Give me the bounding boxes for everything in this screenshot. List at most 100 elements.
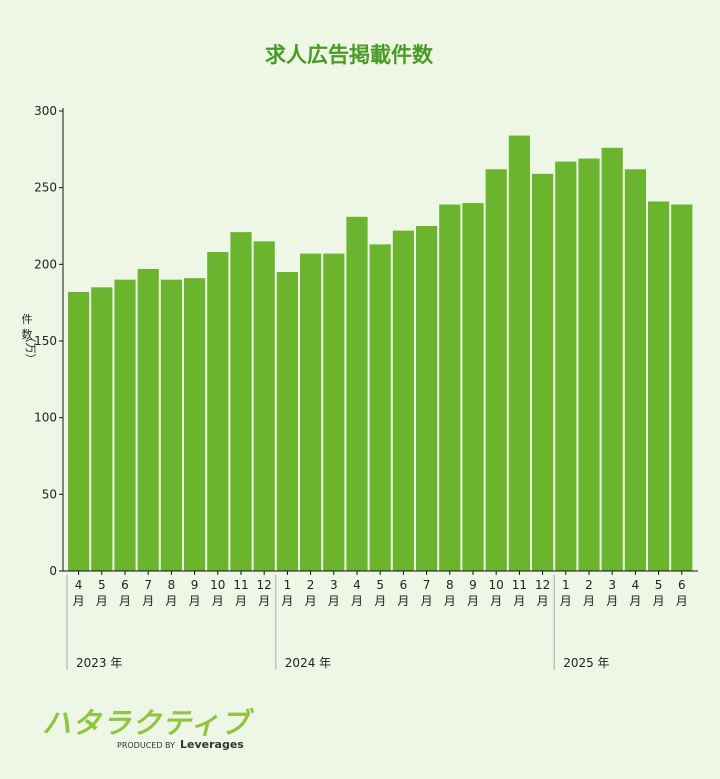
bar (160, 279, 182, 571)
y-axis-label: 件 数 （万） (22, 313, 38, 365)
bar (462, 203, 484, 571)
logo-wordmark: ハタラクティブ (42, 706, 254, 740)
y-axis-label-part: （万） (24, 332, 37, 365)
x-tick-label: 8 (168, 578, 176, 592)
x-tick-label: 7 (144, 578, 152, 592)
bars (68, 135, 693, 572)
x-tick-label: 月 (490, 594, 502, 608)
x-tick-label: 月 (142, 594, 154, 608)
x-tick-label: 5 (98, 578, 106, 592)
y-tick-label: 100 (34, 411, 57, 425)
bar (508, 135, 530, 572)
bar (648, 201, 670, 571)
x-tick-label: 月 (467, 594, 479, 608)
y-axis-ticks: 0 50 100 150 200 250 300 (34, 104, 63, 578)
chart-title: 求人広告掲載件数 (265, 43, 434, 67)
x-tick-label: 月 (560, 594, 572, 608)
x-tick-label: 10 (489, 578, 504, 592)
y-axis-label-part: 件 (22, 313, 33, 326)
x-tick-label: 2 (307, 578, 315, 592)
x-tick-label: 2 (585, 578, 593, 592)
bar (555, 161, 577, 571)
x-tick-label: 月 (305, 594, 317, 608)
bar (253, 241, 275, 572)
x-tick-label: 月 (513, 594, 525, 608)
x-tick-label: 4 (632, 578, 640, 592)
x-tick-label: 月 (606, 594, 618, 608)
x-tick-label: 12 (535, 578, 550, 592)
y-axis-label-part: 数 (22, 328, 33, 341)
bar (439, 204, 461, 572)
x-tick-label: 9 (469, 578, 477, 592)
year-groups: 2023 年 2024 年 2025 年 (66, 575, 610, 670)
x-tick-label: 9 (191, 578, 199, 592)
bar (346, 216, 368, 572)
year-label: 2023 年 (76, 656, 122, 670)
year-label: 2024 年 (285, 656, 331, 670)
x-tick-label: 1 (562, 578, 570, 592)
bar (114, 279, 136, 571)
bar (578, 158, 600, 572)
y-tick-label: 250 (34, 181, 57, 195)
bar (416, 226, 438, 571)
bar (671, 204, 693, 572)
x-tick-label: 月 (96, 594, 108, 608)
bar (137, 268, 159, 571)
bar (485, 169, 507, 571)
x-tick-label: 月 (629, 594, 641, 608)
bar (207, 252, 229, 572)
x-tick-label: 4 (75, 578, 83, 592)
logo-brand: Leverages (180, 738, 244, 751)
x-tick-label: 3 (608, 578, 616, 592)
bar (230, 232, 252, 571)
x-tick-label: 11 (233, 578, 248, 592)
year-label: 2025 年 (563, 656, 609, 670)
x-tick-label: 7 (423, 578, 431, 592)
x-tick-label: 5 (376, 578, 384, 592)
bar (369, 244, 391, 571)
x-tick-label: 月 (189, 594, 201, 608)
bar (624, 169, 646, 571)
x-axis-ticks: 4月5月6月7月8月9月10月11月12月1月2月3月4月5月6月7月8月9月1… (73, 571, 688, 608)
x-tick-label: 月 (119, 594, 131, 608)
bar (276, 272, 298, 571)
y-tick-label: 0 (49, 564, 57, 578)
bar (68, 291, 90, 571)
x-tick-label: 月 (258, 594, 270, 608)
x-tick-label: 6 (678, 578, 686, 592)
x-tick-label: 月 (583, 594, 595, 608)
x-tick-label: 月 (444, 594, 456, 608)
bar (91, 287, 113, 571)
x-tick-label: 12 (257, 578, 272, 592)
x-tick-label: 6 (400, 578, 408, 592)
bar (184, 278, 206, 571)
x-tick-label: 月 (212, 594, 224, 608)
x-tick-label: 月 (421, 594, 433, 608)
y-tick-label: 200 (34, 257, 57, 271)
bar (300, 253, 322, 571)
x-tick-label: 11 (512, 578, 527, 592)
x-tick-label: 6 (121, 578, 129, 592)
x-tick-label: 月 (281, 594, 293, 608)
x-tick-label: 1 (284, 578, 292, 592)
logo-produced-by: PRODUCED BY (117, 741, 175, 750)
x-tick-label: 月 (165, 594, 177, 608)
x-tick-label: 8 (446, 578, 454, 592)
x-tick-label: 10 (210, 578, 225, 592)
x-tick-label: 月 (351, 594, 363, 608)
x-tick-label: 3 (330, 578, 338, 592)
x-tick-label: 5 (655, 578, 663, 592)
x-tick-label: 月 (235, 594, 247, 608)
x-tick-label: 月 (653, 594, 665, 608)
bar (601, 147, 623, 572)
bar (323, 253, 345, 571)
y-tick-label: 50 (42, 487, 57, 501)
x-tick-label: 4 (353, 578, 361, 592)
x-tick-label: 月 (73, 594, 85, 608)
y-tick-label: 150 (34, 334, 57, 348)
logo: ハタラクティブ PRODUCED BY Leverages (42, 706, 254, 751)
bar (392, 230, 414, 571)
x-tick-label: 月 (537, 594, 549, 608)
x-tick-label: 月 (328, 594, 340, 608)
